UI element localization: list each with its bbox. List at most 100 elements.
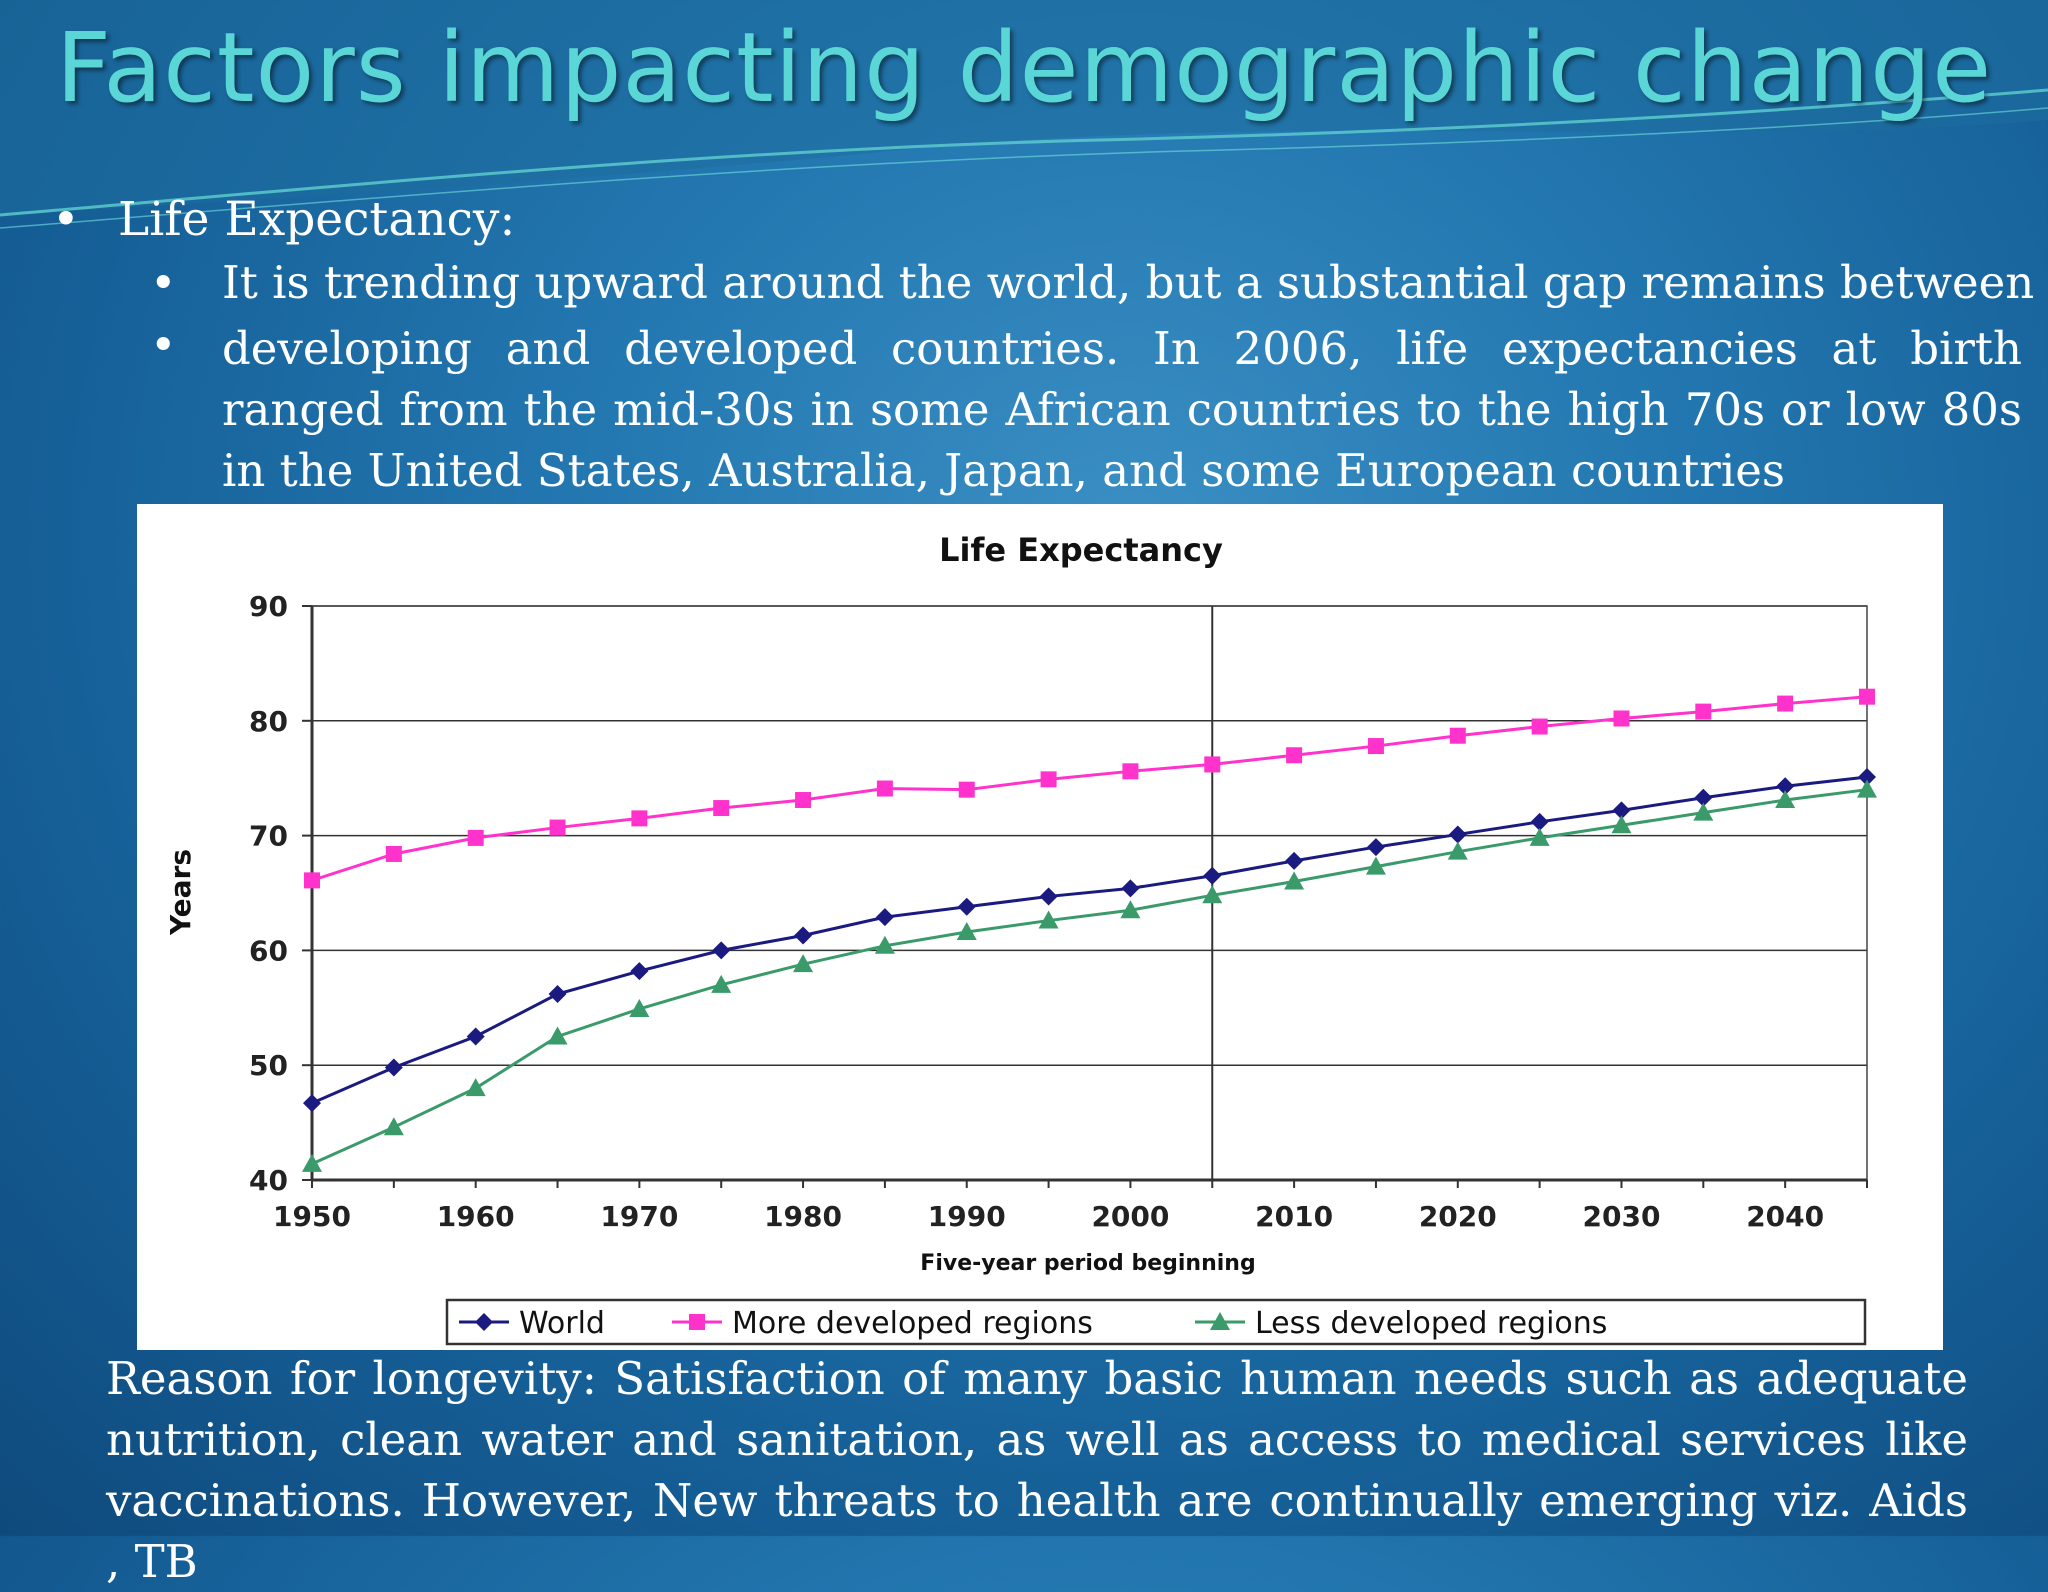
marker-diamond [466,1027,485,1046]
marker-triangle [547,1026,568,1045]
y-axis-label: Years [164,849,197,936]
marker-triangle [711,974,732,993]
marker-diamond [794,926,813,945]
header-swoosh [0,0,2048,229]
x-axis-label: Five-year period beginning [920,1251,1255,1276]
y-tick-label: 70 [249,820,288,853]
marker-diamond [1039,887,1058,906]
marker-square [1531,718,1548,735]
slide-title: Factors impacting demographic change [55,12,1993,124]
x-tick-label: 2030 [1583,1200,1661,1233]
x-tick-label: 1980 [764,1200,842,1233]
x-tick-label: 1970 [600,1200,678,1233]
marker-diamond [1612,801,1631,820]
x-tick-label: 1950 [273,1200,351,1233]
series-line [311,775,1868,1105]
marker-square [549,819,566,836]
marker-diamond [1858,768,1876,787]
marker-triangle [793,954,814,973]
marker-triangle [629,998,650,1017]
marker-square [1367,738,1384,755]
legend-label: World [519,1306,605,1341]
legend-box [445,1298,1867,1346]
marker-square [631,810,648,827]
marker-square [1040,771,1057,788]
marker-diamond [1121,879,1140,898]
marker-triangle [1529,827,1550,846]
marker-diamond [384,1058,403,1077]
footer-text: Reason for longevity: Satisfaction of ma… [106,1352,1968,1588]
marker-diamond [1694,788,1713,807]
marker-triangle [1365,856,1386,875]
marker-triangle [1210,1312,1230,1330]
marker-diamond [957,897,976,916]
series-world [303,768,1876,1113]
marker-square [385,845,402,862]
marker-square [1859,688,1875,705]
x-tick-label: 2040 [1746,1200,1824,1233]
marker-square [876,780,893,797]
marker-diamond [1530,812,1549,831]
marker-square [304,872,320,889]
gridlines [312,605,1867,1066]
marker-triangle [956,922,977,941]
series-less-developed-regions [302,779,1877,1172]
marker-square [1613,710,1630,727]
marker-triangle [383,1117,404,1136]
marker-diamond [548,985,567,1004]
marker-diamond [630,962,649,981]
marker-triangle [1202,885,1223,904]
marker-square [958,781,975,798]
x-tick-label: 1960 [437,1200,515,1233]
marker-square [1695,703,1712,720]
chart-svg: Life Expectancy Years Five-year period b… [164,531,1877,1346]
legend-label: Less developed regions [1255,1306,1607,1341]
marker-diamond [1776,777,1795,796]
marker-square [1204,756,1221,773]
x-tick-label: 2020 [1419,1200,1497,1233]
series-line [311,788,1868,1166]
sub-bullet-text: developing and developed countries. In 2… [222,322,2022,497]
bullet-icon: • [150,318,177,371]
y-tick-label: 40 [249,1164,288,1197]
marker-diamond [303,1094,321,1113]
y-tick-label: 60 [249,934,288,967]
bullet-icon: • [52,192,80,247]
bullet-life-expectancy: • Life Expectancy: [52,192,515,247]
legend-label: More developed regions [732,1306,1093,1341]
marker-triangle [1611,815,1632,834]
y-tick-label: 90 [249,590,288,623]
marker-triangle [874,935,895,954]
x-tick-label: 1990 [928,1200,1006,1233]
marker-triangle [1857,779,1877,798]
chart-title: Life Expectancy [939,531,1223,569]
marker-triangle [465,1078,486,1097]
marker-square [713,800,730,817]
marker-diamond [1203,866,1222,885]
marker-triangle [1775,790,1796,809]
marker-diamond [1448,825,1467,844]
marker-square [1449,727,1466,744]
marker-square [1286,747,1303,764]
life-expectancy-chart: Life Expectancy Years Five-year period b… [137,504,1943,1350]
marker-square [467,829,484,846]
series-more-developed-regions [304,688,1875,889]
marker-triangle [1038,910,1059,929]
y-tick-label: 50 [249,1049,288,1082]
y-tick-label: 80 [249,705,288,738]
marker-diamond [475,1313,493,1331]
marker-triangle [1693,802,1714,821]
marker-diamond [712,941,731,960]
marker-square [689,1314,705,1330]
legend: World More developed regions Less develope… [445,1298,1867,1346]
marker-diamond [1366,838,1385,857]
marker-triangle [1120,900,1141,919]
x-tick-label: 2000 [1091,1200,1169,1233]
x-tick-label: 2010 [1255,1200,1333,1233]
marker-diamond [1285,851,1304,870]
axes: 40 50 60 70 80 90 1950 1960 1970 1980 1990 2000 2010… [249,590,1868,1233]
marker-triangle [1284,871,1305,890]
marker-square [1122,763,1139,780]
bullet-icon: • [150,256,177,309]
marker-triangle [302,1153,322,1172]
